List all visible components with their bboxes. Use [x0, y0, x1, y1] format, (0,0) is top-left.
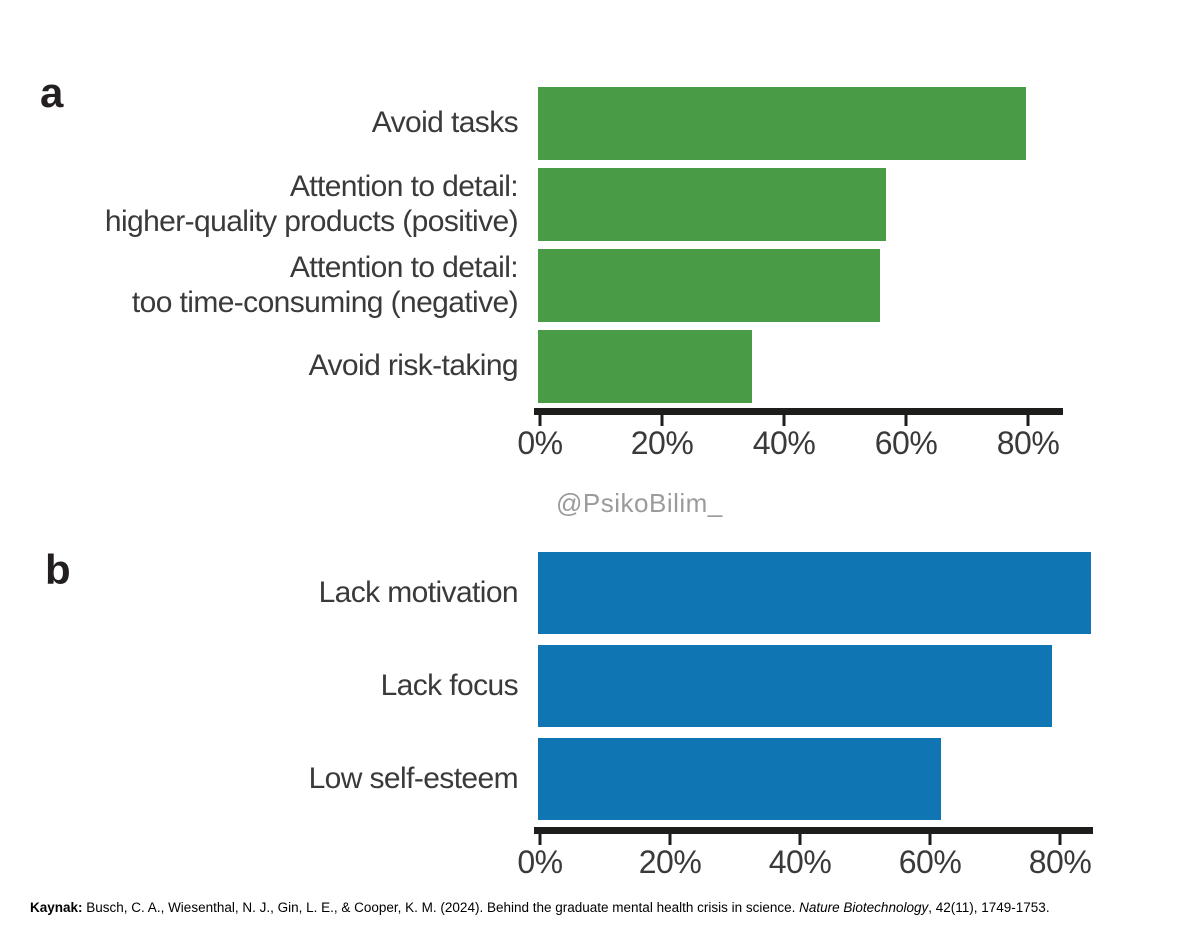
axis-tick-label: 40% — [768, 844, 832, 880]
axis-tick-label: 20% — [638, 844, 702, 880]
panel-b-bars-area: Lack motivation Lack focus Low self-esteem — [0, 552, 1093, 820]
axis-tick — [798, 834, 802, 845]
axis-tick — [668, 834, 672, 845]
panel-b-x-axis: 0% 20% 40% 60% 80% — [517, 827, 1093, 879]
bar — [538, 87, 1026, 160]
watermark: @PsikoBilim_ — [556, 488, 723, 518]
axis-tick — [538, 834, 542, 845]
category-label: Lack focus — [380, 668, 519, 702]
category-label: Avoid risk-taking — [308, 349, 519, 383]
panel-b-label: b — [45, 546, 71, 593]
axis-tick — [782, 415, 786, 426]
bar — [538, 249, 880, 322]
axis-tick — [904, 415, 908, 426]
axis-tick — [660, 415, 664, 426]
axis-tick-label: 80% — [1028, 844, 1092, 880]
bar-row: Lack motivation — [0, 552, 1093, 634]
source-citation: Kaynak: Busch, C. A., Wiesenthal, N. J.,… — [30, 900, 1050, 915]
bar — [538, 168, 886, 241]
axis-tick — [928, 834, 932, 845]
axis-tick-label: 0% — [517, 844, 563, 880]
journal-name: Nature Biotechnology — [799, 900, 929, 915]
category-label: Lack motivation — [318, 575, 519, 609]
panel-a-x-axis: 0% 20% 40% 60% 80% — [517, 408, 1063, 460]
panel-b-bar-chart: Lack motivation Lack focus Low self-esteem… — [0, 552, 1093, 879]
axis-tick-label: 80% — [996, 425, 1060, 461]
bar-row: Attention to detail: too time-consuming … — [0, 249, 1063, 322]
axis-tick — [1026, 415, 1030, 426]
bar — [538, 738, 941, 820]
panel-a-bars-area: Avoid tasks Attention to detail: higher-q… — [0, 87, 1063, 403]
panel-a-bar-chart: Avoid tasks Attention to detail: higher-q… — [0, 87, 1063, 460]
axis-tick-label: 40% — [752, 425, 816, 461]
citation-tail: , 42(11), 1749-1753. — [928, 900, 1050, 915]
category-label: Low self-esteem — [308, 761, 519, 795]
bar-row: Lack focus — [0, 645, 1093, 727]
category-label: Avoid tasks — [371, 106, 519, 140]
panel-a-label: a — [40, 69, 64, 116]
bar — [538, 645, 1052, 727]
citation-text: Busch, C. A., Wiesenthal, N. J., Gin, L.… — [82, 900, 800, 915]
bar — [538, 552, 1091, 634]
bar-row: Low self-esteem — [0, 738, 1093, 820]
bar-row: Avoid risk-taking — [0, 330, 1063, 403]
axis-tick-label: 0% — [517, 425, 563, 461]
axis-tick-label: 20% — [630, 425, 694, 461]
bar-row: Avoid tasks — [0, 87, 1063, 160]
axis-tick-label: 60% — [898, 844, 962, 880]
bar — [538, 330, 752, 403]
category-label: Attention to detail: too time-consuming … — [131, 251, 519, 319]
category-label: Attention to detail: higher-quality prod… — [104, 170, 519, 238]
axis-tick-label: 60% — [874, 425, 938, 461]
axis-tick — [538, 415, 542, 426]
bar-row: Attention to detail: higher-quality prod… — [0, 168, 1063, 241]
axis-tick — [1058, 834, 1062, 845]
source-label: Kaynak: — [30, 900, 83, 915]
